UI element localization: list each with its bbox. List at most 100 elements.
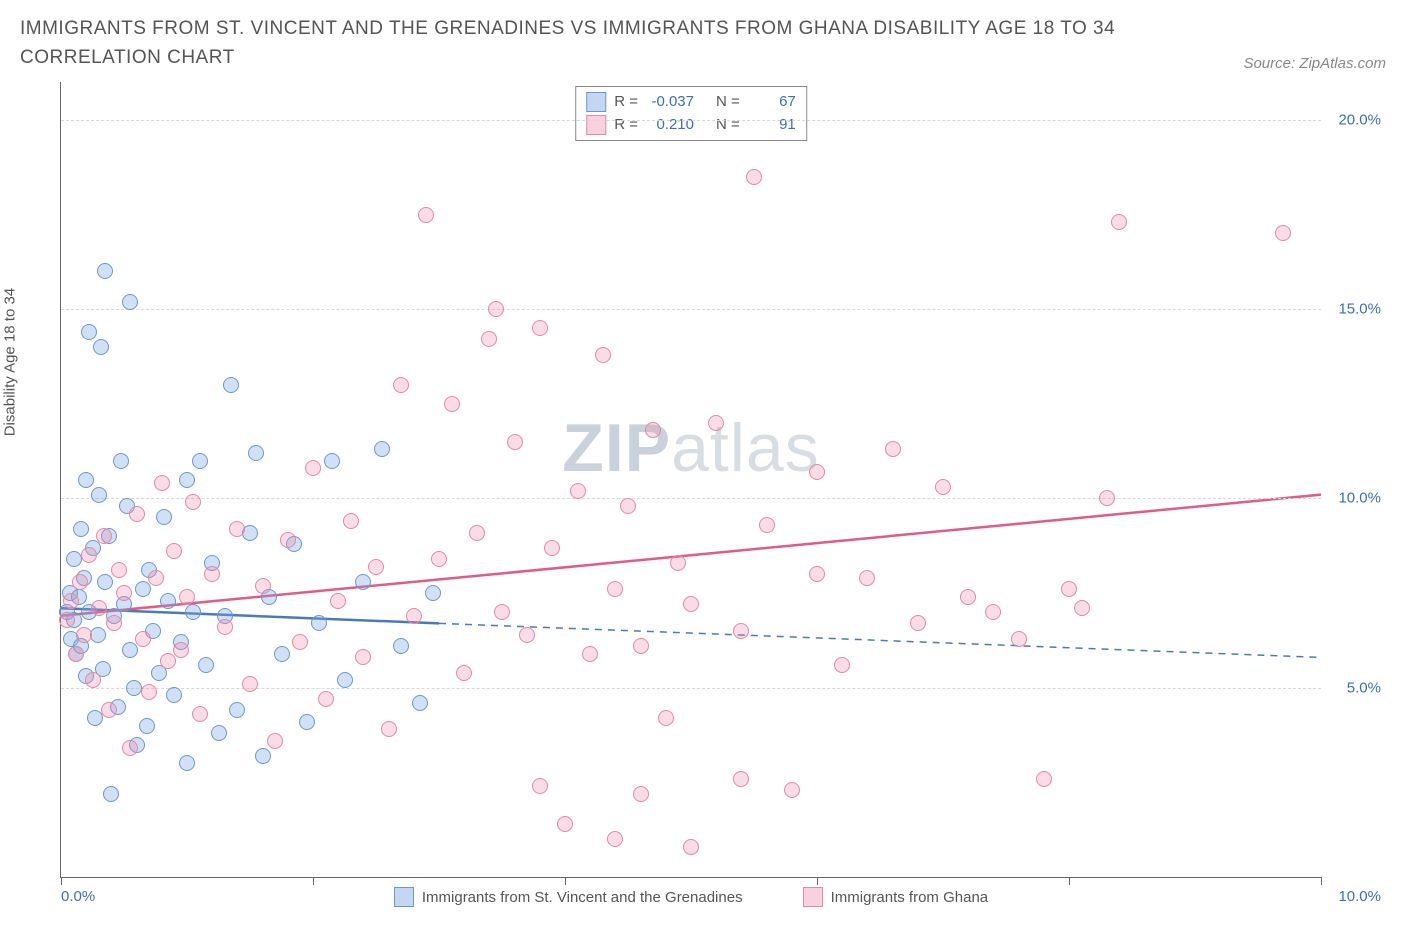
- data-point: [645, 422, 661, 438]
- data-point: [229, 702, 245, 718]
- data-point: [274, 646, 290, 662]
- data-point: [368, 559, 384, 575]
- data-point: [129, 506, 145, 522]
- data-point: [242, 676, 258, 692]
- scatter-plot: ZIPatlas R = -0.037 N = 67 R = 0.210 N =…: [60, 82, 1321, 878]
- y-tick-label: 5.0%: [1326, 679, 1381, 696]
- data-point: [204, 566, 220, 582]
- data-point: [488, 301, 504, 317]
- data-point: [418, 207, 434, 223]
- swatch-icon: [394, 887, 414, 907]
- data-point: [708, 415, 724, 431]
- data-point: [68, 646, 84, 662]
- data-point: [633, 638, 649, 654]
- data-point: [141, 684, 157, 700]
- data-point: [113, 453, 129, 469]
- data-point: [223, 377, 239, 393]
- data-point: [66, 551, 82, 567]
- data-point: [746, 169, 762, 185]
- data-point: [248, 445, 264, 461]
- data-point: [1099, 490, 1115, 506]
- data-point: [103, 786, 119, 802]
- data-point: [733, 771, 749, 787]
- data-point: [670, 555, 686, 571]
- data-point: [173, 642, 189, 658]
- data-point: [481, 331, 497, 347]
- data-point: [126, 680, 142, 696]
- data-point: [1074, 600, 1090, 616]
- data-point: [96, 528, 112, 544]
- data-point: [192, 706, 208, 722]
- data-point: [154, 475, 170, 491]
- data-point: [185, 494, 201, 510]
- data-point: [255, 748, 271, 764]
- data-point: [76, 627, 92, 643]
- data-point: [683, 839, 699, 855]
- data-point: [280, 532, 296, 548]
- data-point: [985, 604, 1001, 620]
- data-point: [859, 570, 875, 586]
- data-point: [292, 634, 308, 650]
- data-point: [179, 589, 195, 605]
- x-tick-label: 0.0%: [61, 888, 95, 905]
- data-point: [97, 263, 113, 279]
- data-point: [557, 816, 573, 832]
- stats-legend-box: R = -0.037 N = 67 R = 0.210 N = 91: [575, 86, 807, 141]
- data-point: [85, 672, 101, 688]
- data-point: [1011, 631, 1027, 647]
- data-point: [73, 521, 89, 537]
- data-point: [1061, 581, 1077, 597]
- data-point: [160, 593, 176, 609]
- data-point: [97, 574, 113, 590]
- data-point: [759, 517, 775, 533]
- data-point: [179, 755, 195, 771]
- data-point: [267, 733, 283, 749]
- y-axis-label: Disability Age 18 to 34: [2, 288, 19, 436]
- data-point: [683, 596, 699, 612]
- data-point: [122, 642, 138, 658]
- data-point: [544, 540, 560, 556]
- data-point: [425, 585, 441, 601]
- gridline: [61, 498, 1321, 499]
- data-point: [355, 649, 371, 665]
- x-tick: [817, 877, 818, 885]
- data-point: [393, 377, 409, 393]
- data-point: [324, 453, 340, 469]
- data-point: [809, 566, 825, 582]
- swatch-icon: [586, 92, 606, 112]
- data-point: [59, 612, 75, 628]
- data-point: [179, 472, 195, 488]
- data-point: [78, 472, 94, 488]
- data-point: [81, 547, 97, 563]
- data-point: [166, 687, 182, 703]
- data-point: [494, 604, 510, 620]
- data-point: [160, 653, 176, 669]
- data-point: [91, 600, 107, 616]
- data-point: [93, 339, 109, 355]
- data-point: [229, 521, 245, 537]
- data-point: [733, 623, 749, 639]
- source-attribution: Source: ZipAtlas.com: [1243, 55, 1386, 72]
- y-tick-label: 10.0%: [1326, 490, 1381, 507]
- data-point: [185, 604, 201, 620]
- data-point: [910, 615, 926, 631]
- data-point: [217, 619, 233, 635]
- data-point: [532, 320, 548, 336]
- data-point: [469, 525, 485, 541]
- data-point: [620, 498, 636, 514]
- data-point: [91, 487, 107, 503]
- gridline: [61, 120, 1321, 121]
- data-point: [960, 589, 976, 605]
- data-point: [809, 464, 825, 480]
- x-tick: [1321, 877, 1322, 885]
- data-point: [311, 615, 327, 631]
- data-point: [456, 665, 472, 681]
- data-point: [406, 608, 422, 624]
- data-point: [582, 646, 598, 662]
- regression-lines: [61, 82, 1321, 877]
- data-point: [63, 593, 79, 609]
- data-point: [595, 347, 611, 363]
- data-point: [784, 782, 800, 798]
- data-point: [885, 441, 901, 457]
- data-point: [393, 638, 409, 654]
